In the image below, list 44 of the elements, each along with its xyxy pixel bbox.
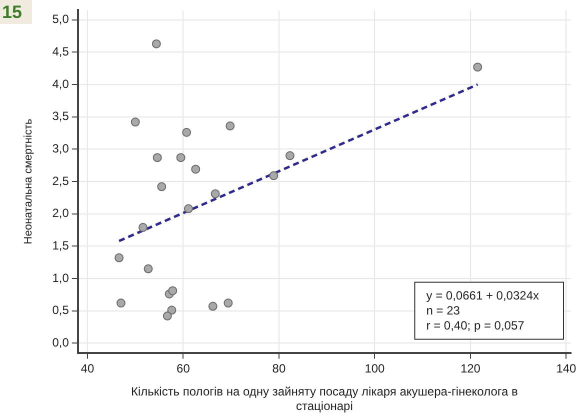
point [191,164,200,174]
y-tick-label: 0,5 [52,303,70,318]
point [162,311,172,320]
x-tick-label: 100 [364,361,386,376]
point [208,302,218,311]
y-tick-label: 1,0 [52,270,70,285]
y-tick-label: 4,5 [52,44,70,59]
point [285,151,294,160]
point [152,153,162,162]
point [152,39,161,48]
x-tick-label: 60 [176,361,190,376]
point [116,298,126,308]
y-tick-label: 1,5 [52,238,70,252]
x-tick-label: 80 [272,361,286,376]
x-axis-title: Кількість пологів на одну зайняту посаду лікаря акушера-гінеколога в стаціонарі [130,384,518,414]
point [157,182,166,192]
point [182,128,192,137]
point [184,204,193,214]
annotation: r = 0,40; p = 0,057 [426,318,525,333]
y-tick-label: 4,0 [52,76,70,91]
point [224,298,233,308]
y-tick-label: 2,0 [52,206,70,220]
point [176,153,186,162]
annotation: n = 23 [426,304,460,318]
point [226,121,235,130]
y-tick-label: 2,5 [52,174,70,188]
point [168,286,178,296]
point [130,118,140,127]
x-tick-label: 40 [80,361,94,376]
x-tick-label: 140 [556,361,577,376]
point [210,189,220,198]
y-axis-title: Неонатальна смертність [22,118,35,244]
y-tick-label: 3,5 [52,109,70,124]
point [114,253,124,262]
chart-title: 15 [0,0,32,24]
point [473,62,482,72]
x-tick-label: 120 [460,361,481,376]
y-tick-label: 5,0 [52,12,70,26]
y-tick-label: 3,0 [52,141,70,156]
annotation: y = 0,0661 + 0,0324x [426,288,540,303]
point [144,264,153,274]
point [269,171,278,180]
y-tick-label: 0,0 [52,335,70,350]
point [138,222,148,232]
